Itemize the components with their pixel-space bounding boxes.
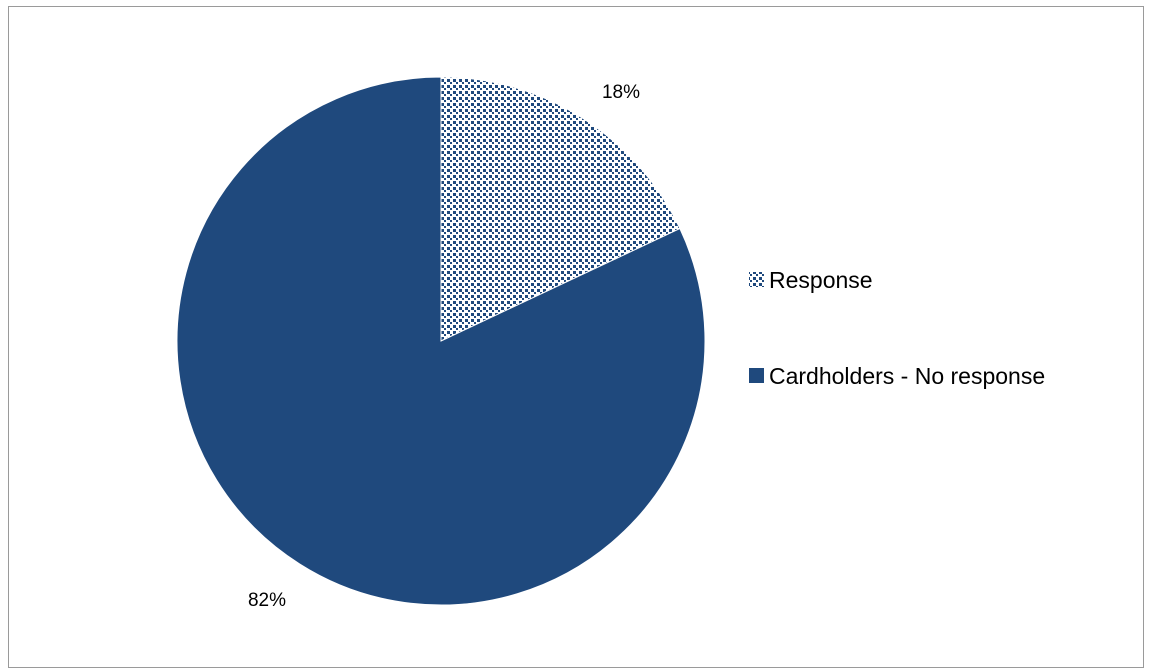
data-label-response: 18% [602, 82, 640, 103]
legend-swatch [749, 272, 764, 287]
data-label-cardholders-no-response: 82% [248, 590, 286, 611]
legend: Response Cardholders - No response [749, 267, 1045, 389]
legend-swatch [749, 368, 764, 383]
legend-item: Response [749, 267, 873, 293]
chart-frame: 18% 82% Response Cardholders - No response [8, 6, 1144, 668]
pie-slices [176, 76, 706, 606]
legend-item: Cardholders - No response [749, 363, 1045, 389]
legend-label: Cardholders - No response [769, 363, 1045, 389]
pie-slice-response [440, 76, 681, 342]
pie-slice-cardholders-no-response [176, 76, 706, 606]
legend-label: Response [769, 267, 873, 293]
pie-chart: 18% 82% Response Cardholders - No response [176, 76, 1045, 611]
data-labels: 18% 82% [248, 82, 640, 611]
